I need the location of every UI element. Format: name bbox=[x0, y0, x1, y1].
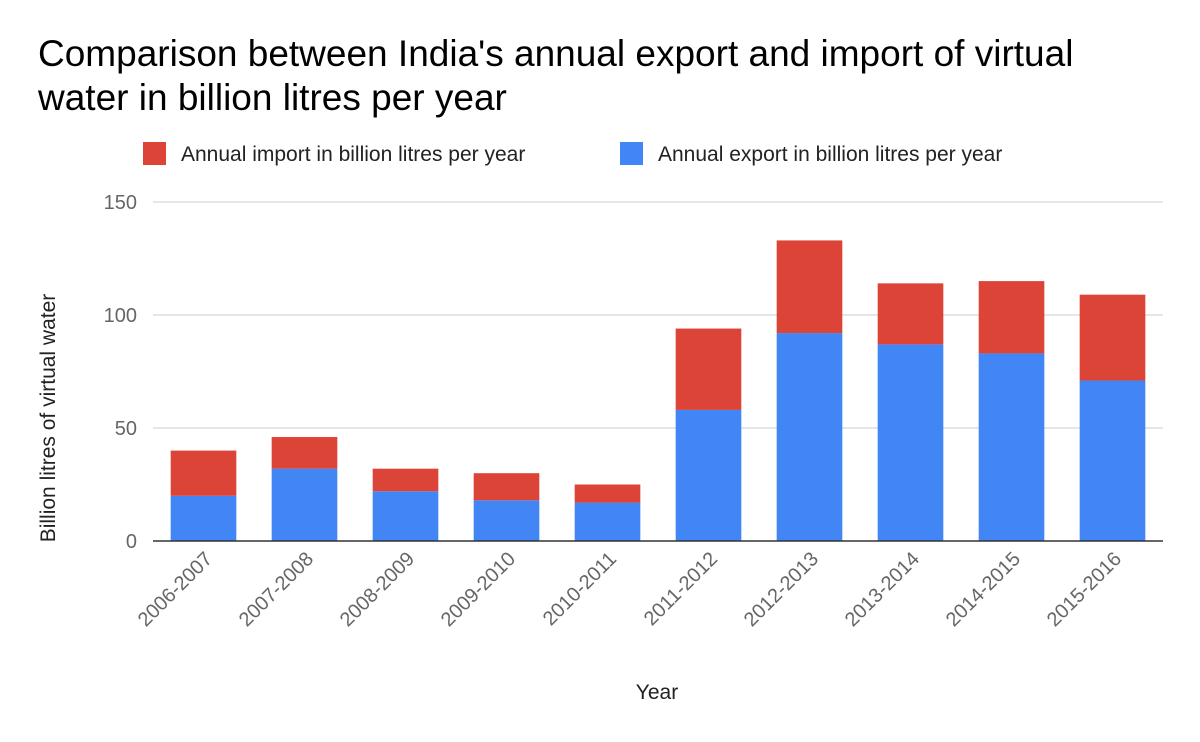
x-tick-labels: 2006-2007 2007-2008 2008-2009 2009-2010 2010… bbox=[134, 548, 1126, 631]
x-tick-label: 2015-2016 bbox=[1043, 548, 1126, 631]
bar-import-2011-2012 bbox=[675, 328, 742, 410]
x-axis-title: Year bbox=[636, 681, 678, 704]
x-tick-label: 2006-2007 bbox=[134, 548, 217, 631]
bar-export-2015-2016 bbox=[1079, 380, 1146, 541]
y-tick-label: 50 bbox=[115, 418, 137, 440]
legend: Annual import in billion litres per year… bbox=[143, 142, 1002, 166]
y-tick-labels: 0 50 100 150 bbox=[104, 192, 137, 553]
x-tick-label: 2009-2010 bbox=[437, 548, 520, 631]
x-tick-label: 2007-2008 bbox=[235, 548, 318, 631]
bar-export-2006-2007 bbox=[170, 495, 237, 541]
legend-swatch-export bbox=[620, 142, 643, 165]
bar-export-2008-2009 bbox=[372, 491, 439, 541]
bar-export-2009-2010 bbox=[473, 500, 540, 541]
bar-import-2015-2016 bbox=[1079, 294, 1146, 381]
legend-swatch-import bbox=[143, 142, 166, 165]
x-tick-label: 2012-2013 bbox=[740, 548, 823, 631]
bar-import-2009-2010 bbox=[473, 473, 540, 501]
legend-label-export: Annual export in billion litres per year bbox=[658, 143, 1002, 166]
bar-import-2008-2009 bbox=[372, 468, 439, 492]
x-tick-label: 2010-2011 bbox=[539, 548, 621, 630]
bar-import-2010-2011 bbox=[574, 484, 641, 503]
legend-label-import: Annual import in billion litres per year bbox=[181, 143, 525, 166]
bars bbox=[170, 240, 1146, 541]
bar-export-2011-2012 bbox=[675, 409, 742, 541]
bar-import-2014-2015 bbox=[978, 281, 1045, 354]
y-tick-label: 150 bbox=[104, 192, 137, 214]
x-tick-label: 2011-2012 bbox=[640, 548, 722, 630]
bar-export-2012-2013 bbox=[776, 333, 843, 541]
x-tick-label: 2014-2015 bbox=[942, 548, 1025, 631]
bar-export-2013-2014 bbox=[877, 344, 944, 541]
bar-export-2007-2008 bbox=[271, 468, 338, 541]
bar-import-2012-2013 bbox=[776, 240, 843, 334]
bar-import-2013-2014 bbox=[877, 283, 944, 345]
y-axis-title: Billion litres of virtual water bbox=[37, 294, 60, 543]
y-tick-label: 100 bbox=[104, 305, 137, 327]
bar-export-2010-2011 bbox=[574, 502, 641, 541]
x-tick-label: 2008-2009 bbox=[336, 548, 419, 631]
bar-import-2007-2008 bbox=[271, 437, 338, 469]
bar-import-2006-2007 bbox=[170, 450, 237, 496]
y-tick-label: 0 bbox=[126, 531, 137, 553]
chart-title: Comparison between India's annual export… bbox=[38, 33, 1074, 118]
bar-export-2014-2015 bbox=[978, 353, 1045, 541]
x-tick-label: 2013-2014 bbox=[841, 548, 924, 631]
